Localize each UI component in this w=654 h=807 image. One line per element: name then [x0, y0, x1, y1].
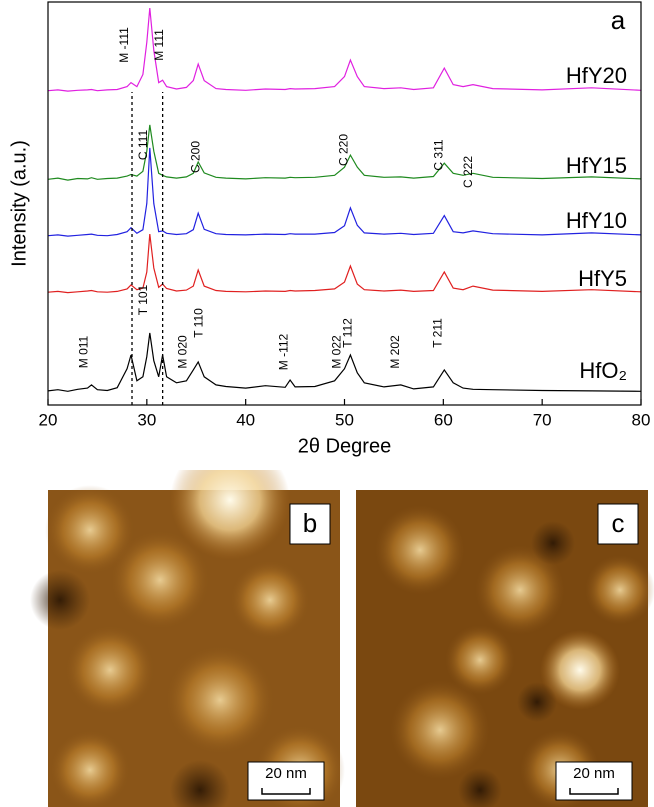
- peak-annotation: C 222: [461, 156, 475, 188]
- panel-label: c: [612, 508, 625, 538]
- peak-annotation: T 110: [191, 308, 205, 338]
- series-label: HfO₂: [579, 358, 627, 383]
- series-line: [47, 332, 642, 392]
- xrd-chart: 20 30 40 50 60 70 80 2θ Degree Intensity (a.u.) a…: [8, 1, 651, 457]
- panel-label: a: [611, 5, 626, 35]
- x-tick-label: 30: [137, 410, 156, 429]
- peak-annotation: M 111: [152, 29, 166, 61]
- peak-annotation: M 011: [77, 335, 91, 368]
- peak-annotation: M -111: [117, 27, 131, 63]
- peak-annotation: M 022: [330, 335, 344, 369]
- series-label: HfY20: [566, 63, 627, 88]
- x-tick-label: 70: [533, 410, 552, 429]
- afm-images: b 20 nm c 20 nm: [30, 470, 654, 807]
- scale-bar-text: 20 nm: [573, 765, 615, 782]
- afm-image-c: [356, 490, 654, 807]
- series-label: HfY10: [566, 208, 627, 233]
- panel-label-box: [597, 503, 639, 545]
- series-label: HfY5: [578, 266, 627, 291]
- scale-bar: [569, 788, 619, 795]
- peak-annotation: C 111: [136, 130, 150, 161]
- peak-annotation: T 101: [136, 284, 150, 315]
- peak-annotation: T 211: [430, 318, 444, 348]
- x-tick-label: 50: [335, 410, 354, 429]
- peak-annotation: T 112: [341, 318, 355, 348]
- scale-bar: [261, 788, 311, 795]
- x-tick-label: 20: [39, 410, 58, 429]
- peak-annotation: M 202: [388, 335, 402, 369]
- series-line: [47, 234, 642, 294]
- peak-annotation: C 311: [431, 139, 445, 170]
- series-label: HfY15: [566, 153, 627, 178]
- series-line: [47, 7, 642, 92]
- x-tick-label: 60: [434, 410, 453, 429]
- series-line: [47, 147, 642, 237]
- peak-annotation: C 200: [188, 141, 202, 173]
- peak-annotation: M -112: [276, 333, 290, 370]
- panel-label: b: [303, 508, 317, 538]
- x-tick-label: 40: [236, 410, 255, 429]
- peak-annotation: C 220: [337, 134, 351, 166]
- x-tick-label: 80: [632, 410, 651, 429]
- panel-label-box: [289, 503, 331, 545]
- series-line: [47, 124, 642, 181]
- peak-annotation: M 020: [176, 335, 190, 369]
- scale-bar-text: 20 nm: [265, 765, 307, 782]
- y-axis-title: Intensity (a.u.): [8, 140, 30, 267]
- x-axis-title: 2θ Degree: [298, 435, 391, 457]
